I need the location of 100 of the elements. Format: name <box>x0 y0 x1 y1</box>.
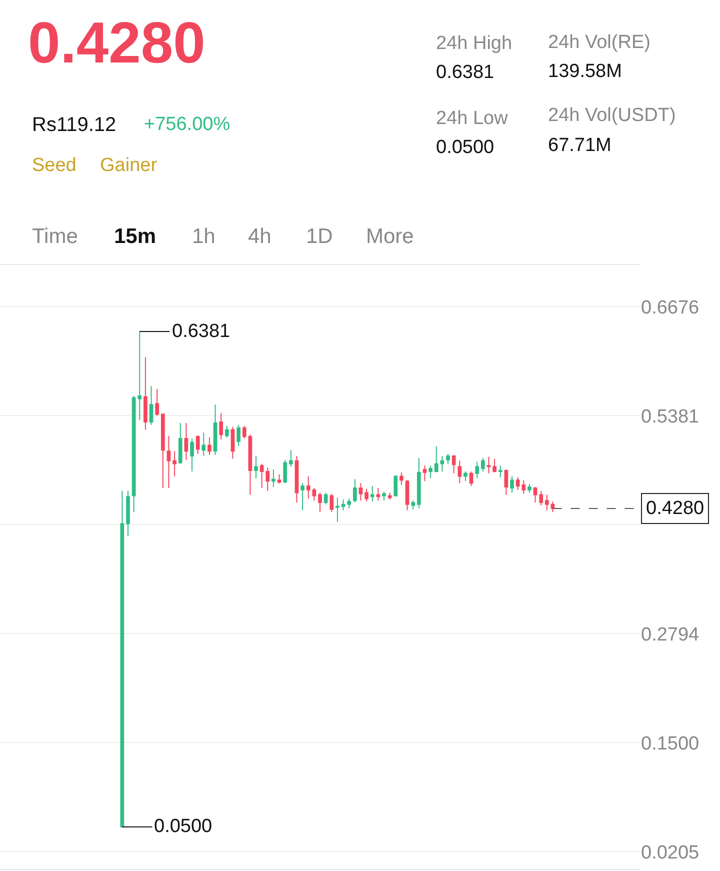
candlestick <box>510 476 514 494</box>
candlestick <box>452 454 456 474</box>
candlestick <box>411 500 416 510</box>
candlestick <box>440 455 444 472</box>
candlestick <box>550 501 555 513</box>
candlestick <box>330 493 334 513</box>
chart-title: 0.4280 <box>28 10 206 76</box>
candlestick <box>202 432 206 456</box>
chart-subtitle: Rs119.12 <box>32 114 116 136</box>
y-tick-label: 0.0205 <box>641 842 700 864</box>
candlestick <box>352 478 357 503</box>
candlestick <box>138 330 142 421</box>
text: 24h Low <box>436 108 508 129</box>
candlestick <box>230 426 235 460</box>
candlestick <box>184 422 188 460</box>
candlestick <box>544 494 549 511</box>
candlestick <box>219 412 224 440</box>
candlestick <box>312 487 316 502</box>
candlestick <box>208 437 212 456</box>
candlestick <box>236 424 240 447</box>
candlestick <box>394 474 398 498</box>
candlestick <box>242 425 246 439</box>
candlestick <box>277 474 282 484</box>
candlestick <box>522 480 526 494</box>
candlestick <box>528 484 532 494</box>
candlestick <box>376 487 380 502</box>
text: 0.6381 <box>436 62 494 83</box>
text: 24h Vol(USDT) <box>548 105 676 126</box>
y-tick-label: 0.6676 <box>641 297 700 318</box>
candlestick <box>254 455 258 479</box>
candlestick <box>388 492 392 500</box>
text: 67.71M <box>548 135 612 156</box>
y-tick-label: 0.1500 <box>641 733 700 754</box>
candlestick <box>224 425 229 438</box>
y-tick-label: 0.2794 <box>641 624 700 646</box>
candlestick <box>364 488 368 502</box>
text: 15m <box>114 225 156 248</box>
candlestick <box>300 482 304 511</box>
candlestick <box>434 446 438 473</box>
text: 139.58M <box>548 61 622 82</box>
annotation: 0.6381 <box>172 321 230 342</box>
candlestick <box>155 388 160 416</box>
text: Time <box>32 225 78 248</box>
annotation: 0.0500 <box>154 816 212 837</box>
candlestick <box>382 491 386 502</box>
candlestick <box>504 469 508 496</box>
candlestick <box>416 457 421 509</box>
candlestick <box>132 395 136 513</box>
text: +756.00% <box>144 114 230 135</box>
candlestick <box>260 463 264 488</box>
text: 24h Vol(RE) <box>548 32 650 53</box>
candlestick <box>428 465 432 479</box>
y-tick-label: 0.5381 <box>641 406 700 428</box>
candlestick <box>288 450 293 468</box>
candlestick <box>422 465 427 482</box>
candlestick <box>172 450 176 477</box>
candlestick <box>405 480 410 511</box>
candlestick <box>475 461 480 479</box>
candlestick <box>533 486 538 503</box>
candlestick <box>166 436 171 488</box>
candlestick <box>498 465 502 478</box>
candlestick <box>306 476 310 500</box>
candlestick <box>272 469 276 488</box>
candlestick <box>318 492 322 513</box>
candlestick <box>480 457 485 472</box>
candlestick <box>347 498 352 509</box>
candlestick <box>486 456 491 474</box>
text: 0.0500 <box>436 137 494 158</box>
candlestick <box>400 472 404 486</box>
candlestick <box>120 490 124 828</box>
candlestick <box>516 476 520 490</box>
candlestick <box>458 460 462 484</box>
candlestick <box>178 422 182 464</box>
candlestick <box>446 454 450 464</box>
text: Seed <box>32 155 76 176</box>
candlestick <box>196 435 200 455</box>
candlestick <box>341 499 346 511</box>
candlestick <box>190 438 194 472</box>
candlestick <box>160 412 165 488</box>
candlestick <box>294 455 299 503</box>
candlestick <box>283 459 288 484</box>
text: 1D <box>306 225 333 248</box>
candlestick <box>539 490 544 506</box>
text: 1h <box>192 225 216 248</box>
candlestick <box>149 386 154 426</box>
candlestick <box>248 434 252 496</box>
candlestick <box>492 458 496 473</box>
candlestick <box>464 470 468 482</box>
candlestick <box>266 467 270 492</box>
candlestick <box>469 470 474 486</box>
candlestick <box>213 404 218 456</box>
candlestick <box>370 485 374 502</box>
text: Gainer <box>100 155 158 176</box>
candlestick <box>126 490 130 537</box>
text: More <box>366 225 414 248</box>
candlestick <box>358 482 363 502</box>
text: 24h High <box>436 33 512 54</box>
candlestick <box>336 497 340 522</box>
text: 4h <box>248 225 272 248</box>
candlestick <box>144 356 148 430</box>
